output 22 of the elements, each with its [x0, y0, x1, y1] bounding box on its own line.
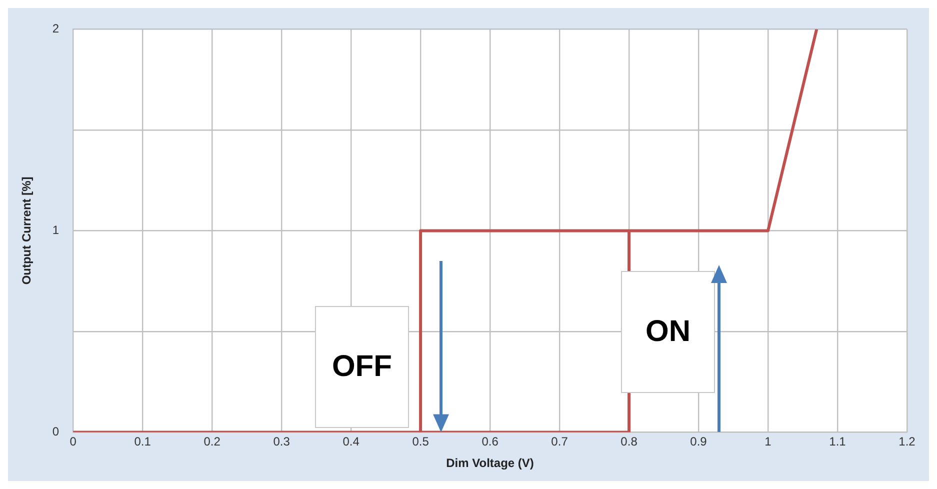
- y-tick-label: 0: [52, 424, 60, 439]
- y-tick-label: 2: [52, 22, 60, 36]
- x-tick-label: 1.2: [898, 434, 916, 449]
- x-tick-label: 0.8: [620, 434, 638, 449]
- y-axis-title: Output Current [%]: [20, 176, 34, 285]
- x-tick-label: 0.7: [551, 434, 568, 449]
- text-box: OFF: [314, 306, 409, 428]
- x-tick-label: 1.1: [829, 434, 846, 449]
- x-tick-label: 0.1: [134, 434, 152, 449]
- x-axis-title: Dim Voltage (V): [446, 456, 534, 470]
- x-tick-label: 0.5: [412, 434, 430, 449]
- x-tick-label: 0.2: [204, 434, 221, 449]
- x-tick-label: 0.4: [342, 434, 360, 449]
- x-tick-label: 0.9: [690, 434, 708, 449]
- x-tick-label: 0: [70, 434, 77, 449]
- y-tick-label: 1: [52, 223, 60, 238]
- annotation: ON: [645, 315, 690, 350]
- x-tick-label: 0.3: [273, 434, 290, 449]
- x-tick-label: 1: [764, 434, 772, 449]
- text-box: ON: [620, 271, 715, 394]
- annotation: OFF: [332, 350, 392, 384]
- x-tick-label: 0.6: [482, 434, 499, 449]
